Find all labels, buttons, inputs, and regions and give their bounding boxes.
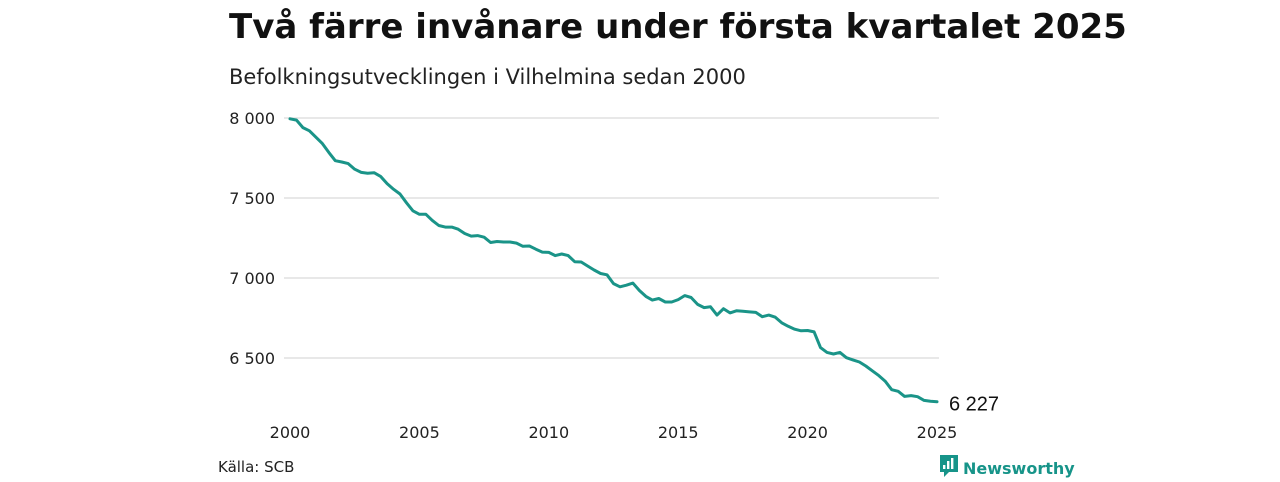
x-tick-label: 2015	[658, 423, 699, 442]
brand-logo[interactable]: Newsworthy	[939, 454, 1075, 482]
population-series-line	[288, 117, 939, 404]
y-tick-label: 7 000	[229, 269, 275, 288]
x-tick-label: 2025	[917, 423, 958, 442]
gridlines	[284, 117, 939, 359]
newsworthy-logo-icon	[939, 454, 959, 482]
x-tick-label: 2010	[528, 423, 569, 442]
x-axis-ticks: 2000 2005 2010 2015 2020 2025	[270, 423, 958, 442]
end-value-label: 6 227	[949, 394, 999, 416]
y-tick-label: 6 500	[229, 349, 275, 368]
brand-name: Newsworthy	[963, 458, 1075, 478]
x-tick-label: 2000	[270, 423, 311, 442]
chart-title: Två färre invånare under första kvartale…	[229, 7, 1127, 47]
chart-subtitle: Befolkningsutvecklingen i Vilhelmina sed…	[229, 65, 746, 89]
series-layer	[288, 117, 939, 404]
source-note: Källa: SCB	[218, 458, 295, 476]
y-tick-label: 8 000	[229, 109, 275, 128]
x-tick-label: 2020	[787, 423, 828, 442]
y-tick-label: 7 500	[229, 189, 275, 208]
y-axis-ticks: 6 500 7 000 7 500 8 000	[229, 109, 275, 368]
x-tick-label: 2005	[399, 423, 440, 442]
